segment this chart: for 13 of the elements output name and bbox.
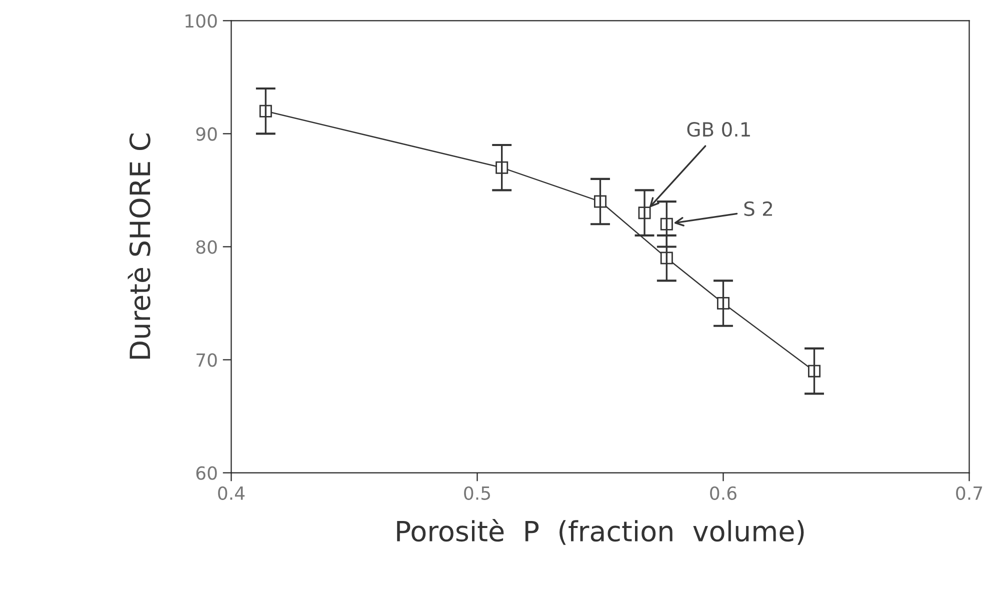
x-axis-title: Porositè P (fraction volume) bbox=[397, 519, 804, 545]
x-tick-label: 0.6 bbox=[710, 486, 736, 500]
x-tick-label: 0.7 bbox=[956, 486, 982, 500]
y-tick-label: 60 bbox=[196, 466, 217, 480]
y-tick-label: 80 bbox=[196, 240, 217, 254]
x-tick-label: 0.4 bbox=[218, 486, 245, 500]
y-tick-label: 100 bbox=[186, 14, 217, 28]
annotation: S 2 bbox=[744, 201, 772, 216]
x-tick-label: 0.5 bbox=[464, 486, 490, 500]
y-tick-label: 90 bbox=[196, 127, 217, 141]
y-axis-title: Duretè SHORE C bbox=[128, 134, 150, 359]
y-tick-label: 70 bbox=[196, 353, 217, 367]
annotation: GB 0.1 bbox=[687, 122, 750, 137]
